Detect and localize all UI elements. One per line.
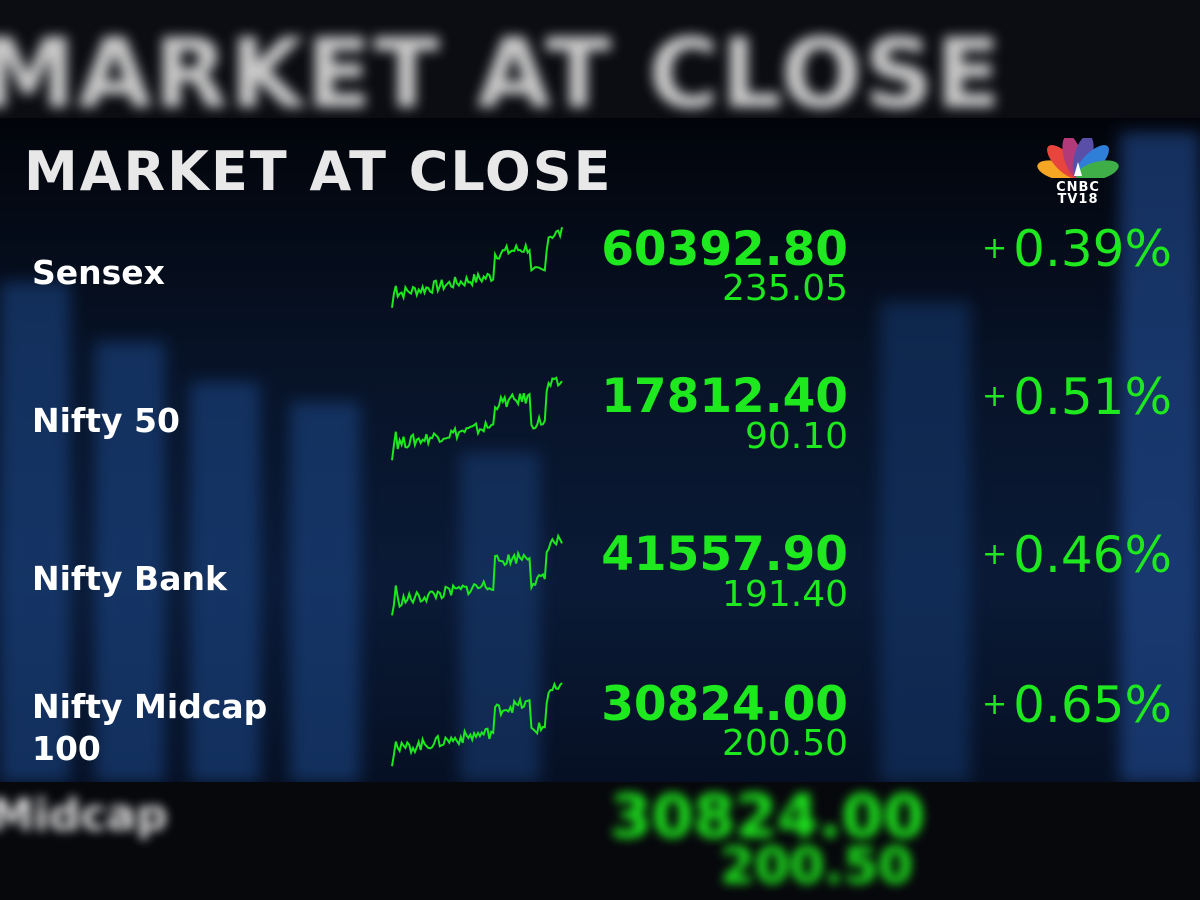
logo-text-tv18: TV18 — [1057, 192, 1099, 207]
blurred-background-top: MARKET AT CLOSE — [0, 0, 1200, 118]
blurred-price-echo: 30824.00 — [610, 782, 926, 852]
sparkline-sensex — [391, 226, 563, 308]
logo-text-cnbc: CNBC — [1056, 180, 1100, 195]
index-price: 41557.90 — [601, 527, 848, 582]
sparkline-nifty-midcap-100 — [391, 681, 563, 767]
index-name-nifty-midcap-100: Nifty Midcap 100 — [32, 687, 268, 768]
index-price: 30824.00 — [601, 677, 848, 732]
plus-sign: + — [982, 231, 1008, 266]
index-price: 60392.80 — [601, 222, 848, 277]
index-name-nifty-bank: Nifty Bank — [32, 559, 227, 598]
sparkline-path — [391, 226, 563, 308]
index-percent-change: +0.51% — [982, 370, 1172, 424]
percent-value: 0.65% — [1013, 676, 1172, 734]
blurred-change-echo: 200.50 — [720, 837, 913, 895]
index-change: 235.05 — [722, 268, 848, 309]
index-change: 200.50 — [722, 723, 848, 764]
plus-sign: + — [982, 687, 1008, 722]
index-change: 191.40 — [722, 574, 848, 615]
index-change: 90.10 — [744, 416, 848, 457]
blurred-background-bottom: Midcap 30824.00 200.50 — [0, 782, 1200, 900]
index-price: 17812.40 — [601, 369, 848, 424]
plus-sign: + — [982, 537, 1008, 572]
sparkline-nifty-50 — [391, 376, 563, 461]
blurred-name-echo: Midcap — [0, 790, 168, 841]
index-percent-change: +0.39% — [982, 222, 1172, 276]
sparkline-path — [391, 681, 563, 767]
index-percent-change: +0.46% — [982, 528, 1172, 582]
sparkline-path — [391, 533, 563, 616]
percent-value: 0.46% — [1013, 526, 1172, 584]
peacock-icon — [1037, 135, 1119, 182]
sparkline-nifty-bank — [391, 533, 563, 616]
index-percent-change: +0.65% — [982, 678, 1172, 732]
percent-value: 0.51% — [1013, 368, 1172, 426]
percent-value: 0.39% — [1013, 220, 1172, 278]
sparkline-path — [391, 376, 563, 461]
page-title: MARKET AT CLOSE — [24, 140, 613, 203]
background-bars — [0, 118, 1200, 782]
market-panel — [0, 118, 1200, 782]
index-name-sensex: Sensex — [32, 253, 165, 292]
cnbc-tv18-logo: CNBC TV18 — [1034, 135, 1122, 207]
plus-sign: + — [982, 379, 1008, 414]
index-name-nifty-50: Nifty 50 — [32, 401, 180, 440]
blurred-title-echo: MARKET AT CLOSE — [0, 18, 1003, 118]
